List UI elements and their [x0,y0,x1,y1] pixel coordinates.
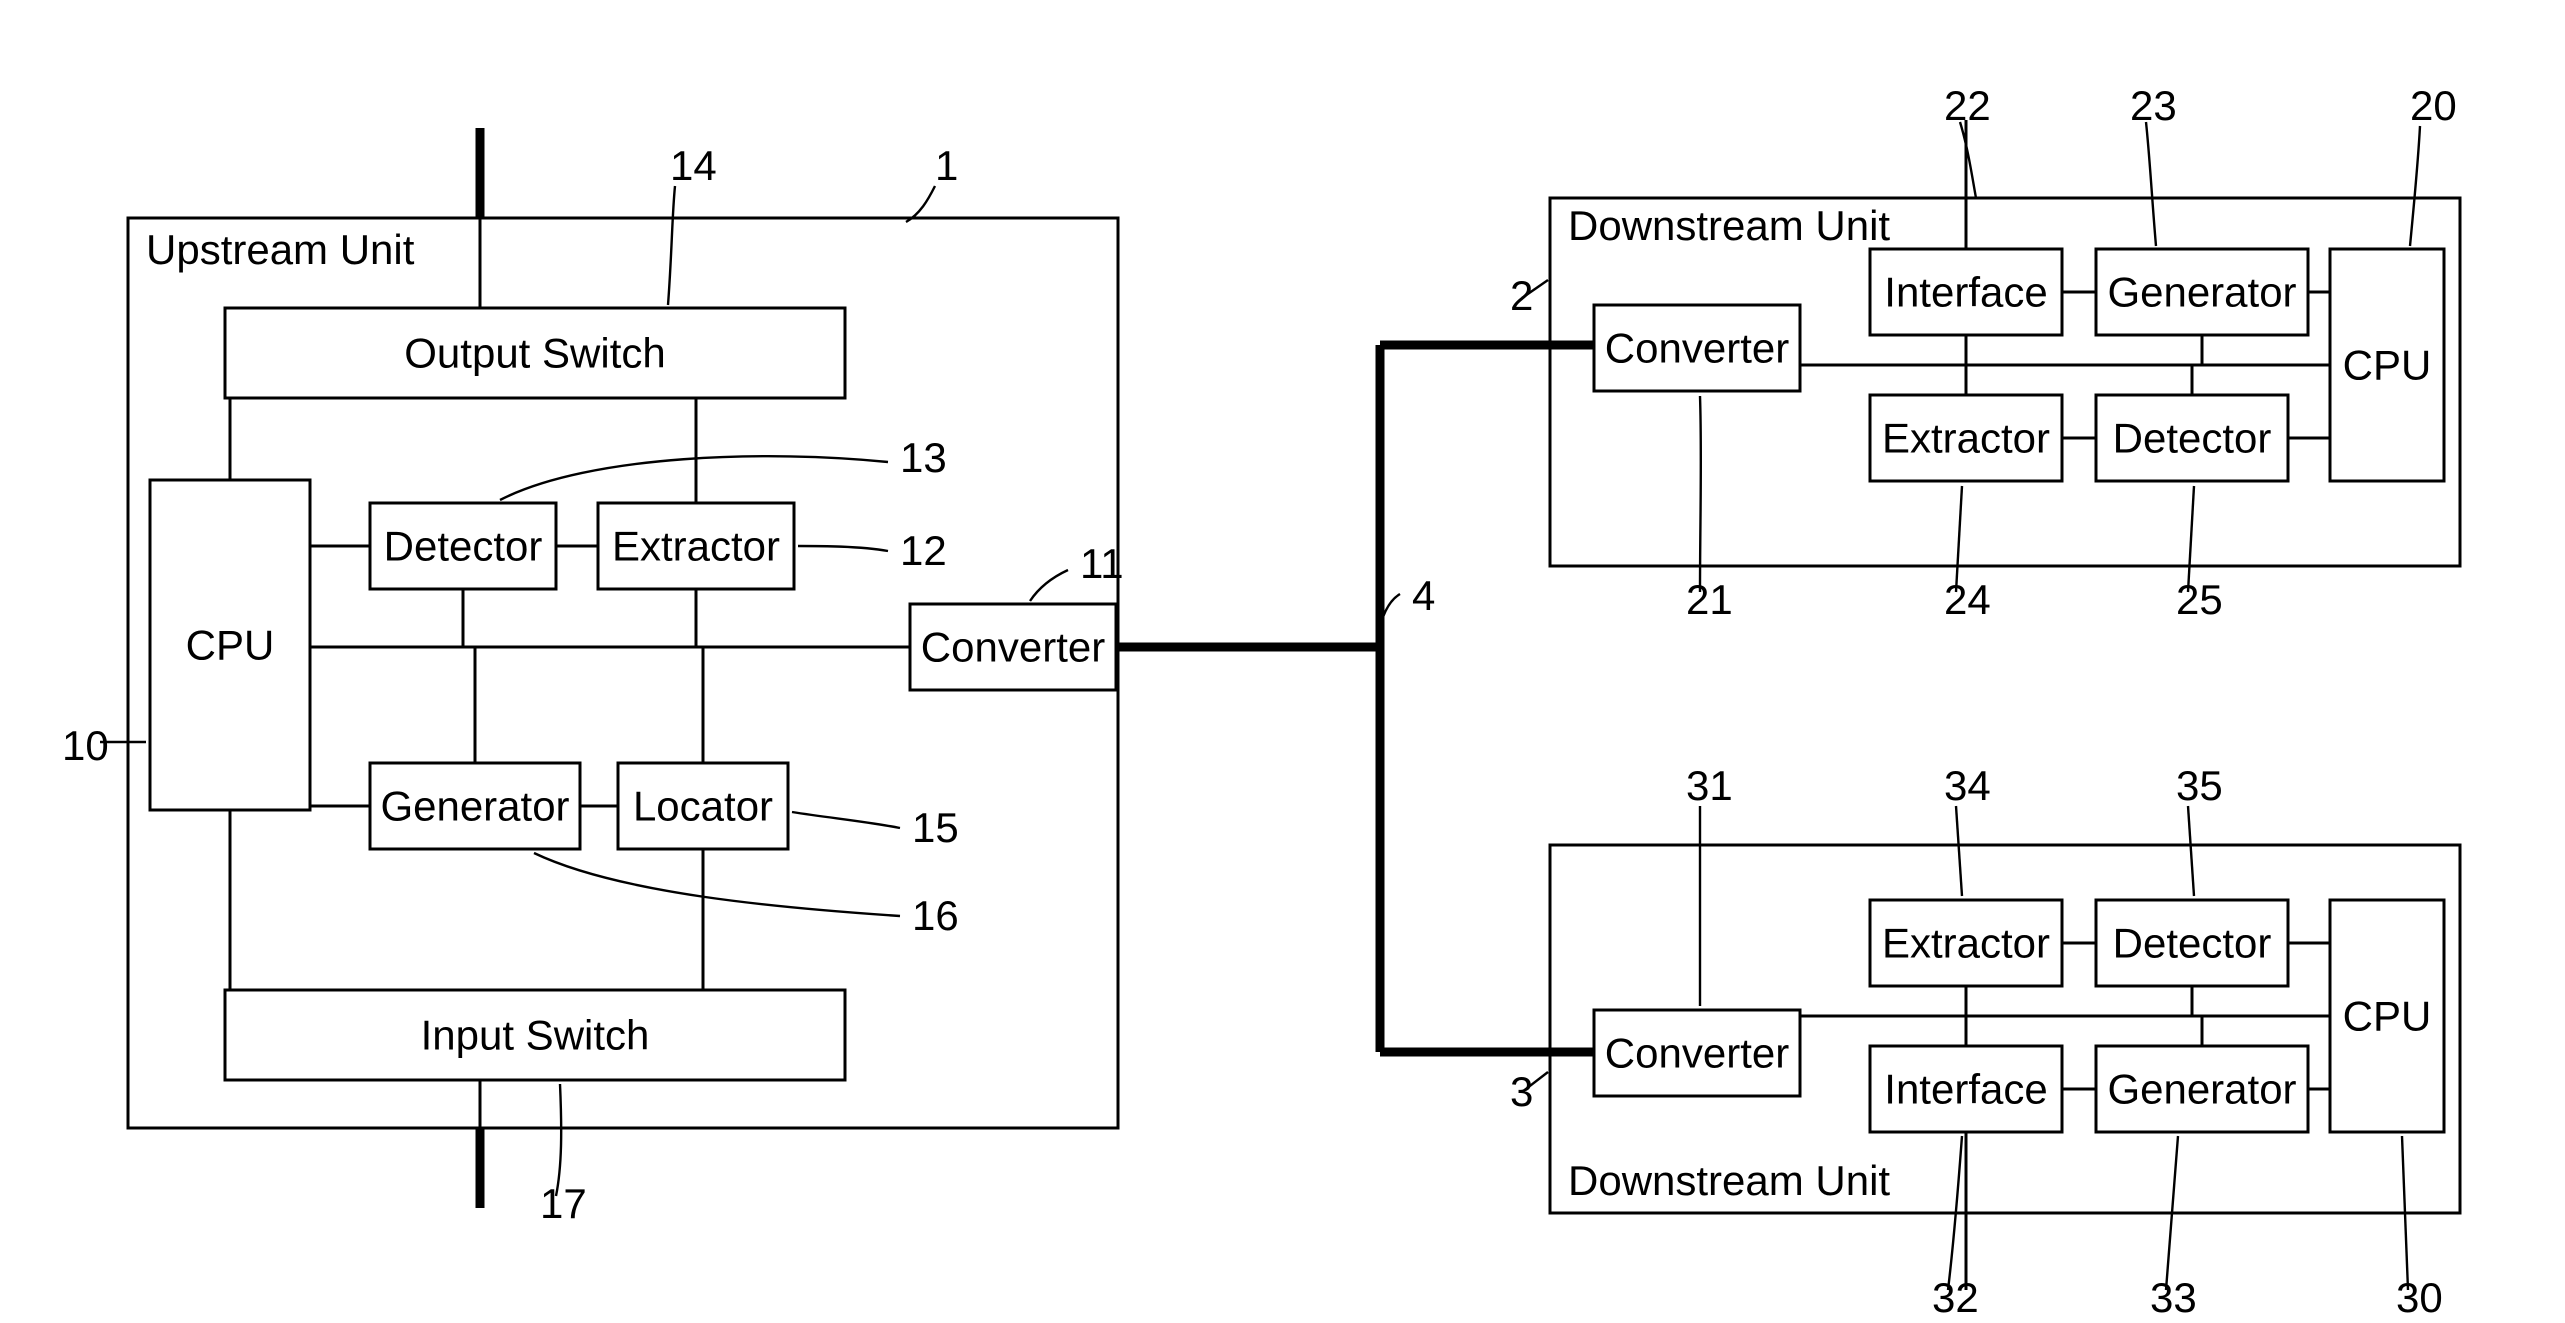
upstream-converter-label: Converter [921,624,1105,671]
ref-lead-22 [1960,122,1976,198]
output-switch-label: Output Switch [404,330,665,377]
ref-3: 3 [1510,1068,1533,1115]
ref-21: 21 [1686,576,1733,623]
ds-bot-extractor-label: Extractor [1882,920,2050,967]
ref-lead-34 [1956,806,1962,896]
ref-12: 12 [900,527,947,574]
ds-top-converter-label: Converter [1605,325,1789,372]
ref-24: 24 [1944,576,1991,623]
ds-top-generator-label: Generator [2107,269,2296,316]
ref-32: 32 [1932,1274,1979,1321]
ref-4: 4 [1412,572,1435,619]
ref-16: 16 [912,892,959,939]
ref-1: 1 [935,142,958,189]
ref-lead-20 [2410,126,2420,246]
ref-31: 31 [1686,762,1733,809]
ref-17: 17 [540,1180,587,1227]
ref-34: 34 [1944,762,1991,809]
ref-33: 33 [2150,1274,2197,1321]
ref-10: 10 [62,722,109,769]
ref-15: 15 [912,804,959,851]
ds-top-cpu-label: CPU [2343,342,2432,389]
ref-lead-11 [1030,570,1068,601]
ref-lead-21 [1700,396,1701,592]
ref-14: 14 [670,142,717,189]
ds-bot-generator-label: Generator [2107,1066,2296,1113]
upstream-extractor-label: Extractor [612,523,780,570]
ds-bot-title: Downstream Unit [1568,1157,1890,1204]
ds-top-box [1550,198,2460,566]
upstream-cpu-label: CPU [186,622,275,669]
ref-22: 22 [1944,82,1991,129]
ref-20: 20 [2410,82,2457,129]
upstream-generator-label: Generator [380,783,569,830]
ds-bot-converter-label: Converter [1605,1030,1789,1077]
upstream-title: Upstream Unit [146,226,415,273]
ref-25: 25 [2176,576,2223,623]
ref-13: 13 [900,434,947,481]
ref-lead-12 [798,546,888,551]
upstream-detector-label: Detector [384,523,543,570]
ref-lead-15 [792,812,900,828]
ref-23: 23 [2130,82,2177,129]
ref-lead-13 [500,456,888,500]
ref-lead-35 [2188,806,2194,896]
ds-top-detector-label: Detector [2113,415,2272,462]
ds-top-extractor-label: Extractor [1882,415,2050,462]
ref-2: 2 [1510,272,1533,319]
ds-bot-interface-label: Interface [1884,1066,2047,1113]
ref-11: 11 [1080,540,1124,587]
ds-top-interface-label: Interface [1884,269,2047,316]
ref-lead-14 [668,186,675,305]
ds-top-title: Downstream Unit [1568,202,1890,249]
ds-bot-cpu-label: CPU [2343,993,2432,1040]
ref-lead-16 [534,853,900,916]
ds-bot-detector-label: Detector [2113,920,2272,967]
ref-lead-23 [2146,122,2156,246]
ref-30: 30 [2396,1274,2443,1321]
upstream-locator-label: Locator [633,783,773,830]
ref-35: 35 [2176,762,2223,809]
input-switch-label: Input Switch [421,1012,650,1059]
